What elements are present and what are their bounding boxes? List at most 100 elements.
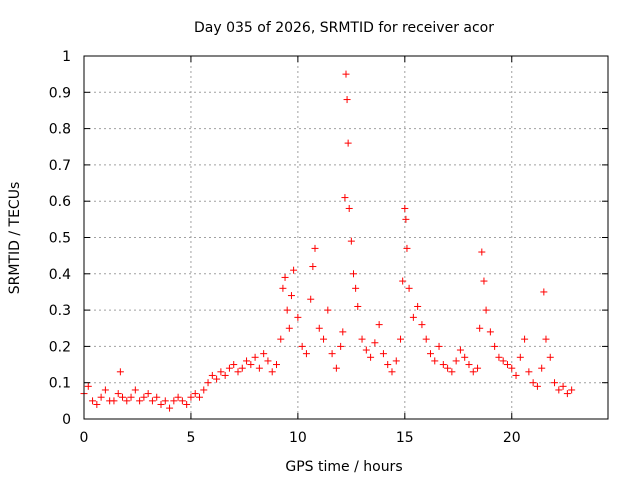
y-tick-label: 1 <box>62 49 71 65</box>
y-tick-label: 0.3 <box>49 303 71 319</box>
data-point <box>448 368 456 376</box>
data-point <box>555 386 563 394</box>
data-point <box>371 339 379 347</box>
data-point <box>482 306 490 314</box>
y-tick-label: 0.4 <box>49 267 71 283</box>
data-point <box>508 364 516 372</box>
data-point <box>516 353 524 361</box>
data-point <box>204 379 212 387</box>
data-point <box>542 335 550 343</box>
data-point <box>93 400 101 408</box>
grid-lines <box>84 56 608 419</box>
data-point <box>354 302 362 310</box>
data-point <box>465 361 473 369</box>
data-point <box>384 361 392 369</box>
x-tick-label: 10 <box>289 430 307 446</box>
data-point <box>332 364 340 372</box>
data-point <box>84 382 92 390</box>
data-point <box>388 368 396 376</box>
data-point <box>339 328 347 336</box>
data-point <box>234 368 242 376</box>
data-point <box>311 244 319 252</box>
x-tick-label: 5 <box>186 430 195 446</box>
data-point <box>503 361 511 369</box>
data-point <box>480 277 488 285</box>
data-point <box>529 379 537 387</box>
data-point <box>200 386 208 394</box>
y-tick-labels: 0 0.1 0.2 0.3 0.4 0.5 0.6 0.7 0.8 0.9 1 <box>49 49 71 428</box>
data-point <box>422 335 430 343</box>
data-point <box>478 248 486 256</box>
data-point <box>403 244 411 252</box>
data-point <box>345 204 353 212</box>
data-point <box>101 386 109 394</box>
data-point <box>452 357 460 365</box>
data-point <box>461 353 469 361</box>
data-point <box>238 364 246 372</box>
data-point <box>283 306 291 314</box>
data-point <box>349 270 357 278</box>
data-point <box>281 273 289 281</box>
data-point <box>392 357 400 365</box>
data-point <box>264 357 272 365</box>
x-tick-labels: 0 5 10 15 20 <box>80 430 521 446</box>
data-point <box>533 382 541 390</box>
data-point <box>157 400 165 408</box>
data-point <box>474 364 482 372</box>
data-point <box>183 400 191 408</box>
data-point <box>255 364 263 372</box>
data-point <box>148 397 156 405</box>
y-axis-label: SRMTID / TECUs <box>7 182 23 295</box>
data-point <box>247 361 255 369</box>
y-tick-label: 0.8 <box>49 122 71 138</box>
data-point <box>362 346 370 354</box>
data-point <box>153 393 161 401</box>
data-point <box>298 342 306 350</box>
data-point <box>123 397 131 405</box>
data-point <box>476 324 484 332</box>
data-point <box>187 393 195 401</box>
data-point <box>309 263 317 271</box>
data-point <box>302 350 310 358</box>
data-point <box>324 306 332 314</box>
data-point <box>358 335 366 343</box>
y-tick-label: 0.1 <box>49 376 71 392</box>
y-tick-label: 0.2 <box>49 339 71 355</box>
y-tick-label: 0.9 <box>49 85 71 101</box>
data-point <box>499 357 507 365</box>
data-point <box>512 371 520 379</box>
data-point <box>272 361 280 369</box>
axis-ticks <box>83 55 608 420</box>
data-point <box>568 386 576 394</box>
data-point <box>144 390 152 398</box>
data-point <box>161 397 169 405</box>
data-point <box>268 368 276 376</box>
data-point <box>118 393 126 401</box>
data-point <box>290 266 298 274</box>
data-point <box>260 350 268 358</box>
data-point <box>166 404 174 412</box>
data-point <box>525 368 533 376</box>
data-point <box>405 284 413 292</box>
data-point <box>426 350 434 358</box>
y-tick-label: 0.6 <box>49 194 71 210</box>
data-point <box>342 70 350 78</box>
data-point <box>367 353 375 361</box>
data-point <box>213 375 221 383</box>
data-point <box>563 390 571 398</box>
data-point <box>287 292 295 300</box>
x-axis-label: GPS time / hours <box>285 459 402 475</box>
data-point <box>456 346 464 354</box>
data-point <box>418 321 426 329</box>
data-point <box>217 368 225 376</box>
data-point <box>414 302 422 310</box>
x-tick-label: 20 <box>503 430 521 446</box>
data-point <box>344 139 352 147</box>
data-point <box>397 335 405 343</box>
y-tick-label: 0.5 <box>49 231 71 247</box>
data-point <box>379 350 387 358</box>
data-point <box>401 204 409 212</box>
data-point <box>486 328 494 336</box>
x-tick-label: 15 <box>396 430 414 446</box>
data-point <box>294 313 302 321</box>
